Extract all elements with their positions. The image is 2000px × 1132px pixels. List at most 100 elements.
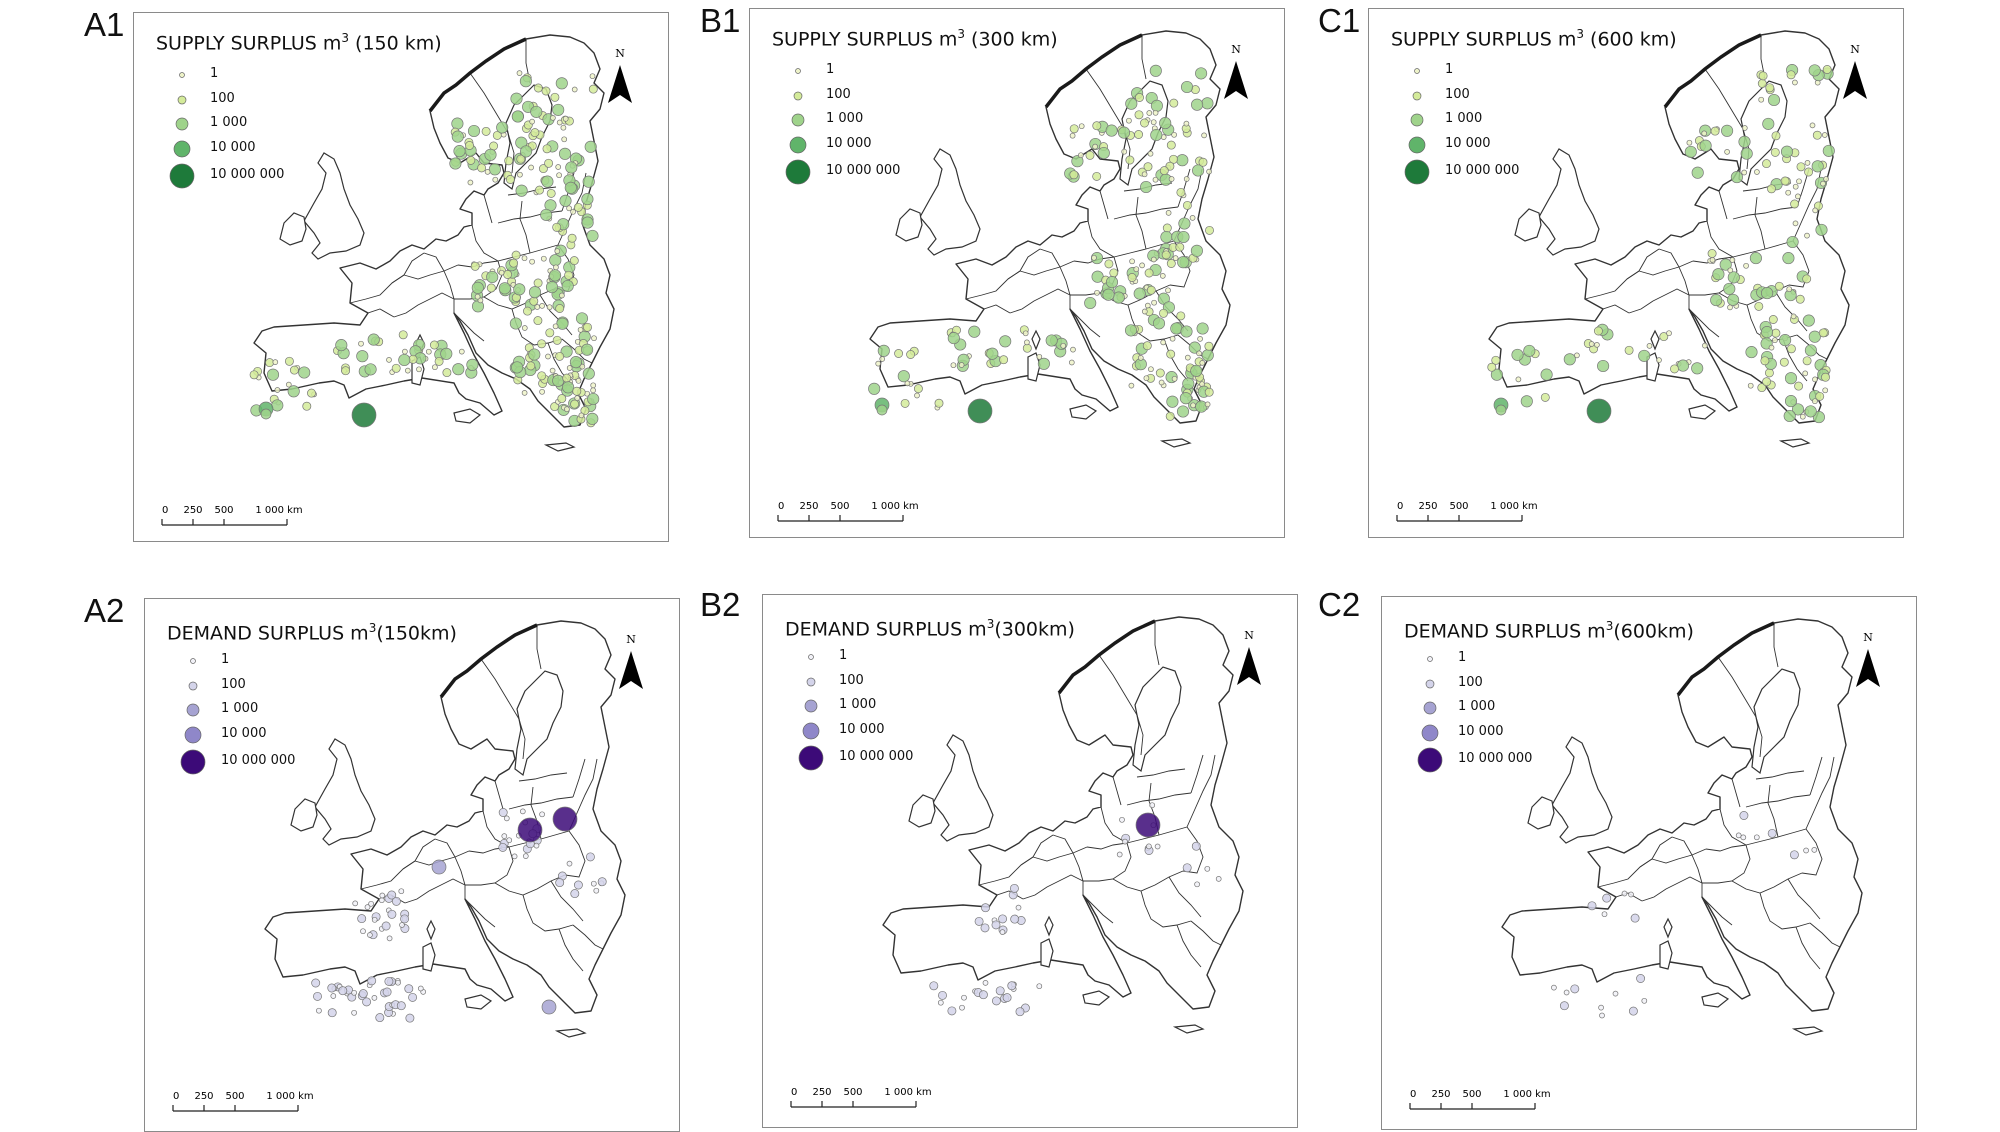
supply-bubble	[1196, 322, 1209, 335]
supply-bubble	[1691, 362, 1704, 375]
supply-bubble	[560, 124, 567, 131]
supply-bubble	[1702, 342, 1708, 349]
supply-bubble	[1686, 139, 1693, 146]
supply-bubble	[950, 362, 957, 369]
supply-bubble	[540, 255, 547, 262]
supply-bubble	[1169, 335, 1176, 342]
supply-bubble	[1159, 166, 1169, 176]
north-label: N	[1231, 43, 1241, 56]
supply-bubble	[877, 344, 890, 357]
supply-bubble	[1141, 171, 1148, 178]
country-border	[1787, 878, 1821, 920]
supply-bubble	[1135, 93, 1144, 102]
demand-bubble	[566, 860, 573, 867]
supply-bubble	[1204, 387, 1214, 397]
supply-bubble	[1804, 232, 1810, 239]
legend-label-4: 10 000 000	[1458, 751, 1533, 766]
legend-label-0: 1	[1445, 62, 1454, 77]
supply-bubble	[999, 355, 1009, 365]
supply-bubble	[1812, 130, 1822, 140]
country-border	[1113, 206, 1179, 220]
supply-bubble	[1699, 139, 1712, 152]
supply-bubble	[1780, 145, 1794, 158]
demand-bubble	[358, 989, 368, 999]
supply-bubble	[552, 374, 565, 387]
supply-bubble	[1790, 313, 1797, 320]
supply-bubble	[1175, 242, 1185, 252]
legend-swatch-0	[795, 68, 801, 74]
country-border	[1754, 196, 1766, 250]
supply-bubble	[552, 103, 565, 116]
demand-bubble	[1740, 834, 1747, 841]
demand-bubble	[1753, 834, 1760, 841]
legend-label-0: 1	[221, 652, 230, 667]
supply-bubble	[1768, 315, 1778, 324]
country-border	[1719, 808, 1747, 846]
demand-bubble	[498, 842, 508, 852]
legend-swatch-2	[791, 113, 805, 127]
demand-bubble	[330, 993, 337, 999]
supply-bubble	[341, 366, 351, 376]
island-sicily	[1082, 990, 1111, 1006]
supply-bubble-large	[1586, 398, 1612, 424]
norway-coast	[1676, 621, 1775, 697]
legend-label-1: 100	[1445, 87, 1470, 102]
demand-bubble	[352, 900, 359, 907]
supply-bubble	[466, 358, 479, 371]
legend-swatch-4	[1417, 747, 1443, 773]
supply-bubble	[1204, 401, 1211, 408]
supply-bubble	[1786, 70, 1796, 80]
supply-bubble	[1143, 162, 1153, 172]
supply-bubble	[1727, 271, 1740, 284]
demand-bubble	[522, 853, 529, 859]
supply-bubble	[1772, 337, 1778, 344]
supply-bubble	[1741, 169, 1748, 176]
legend-swatch-0	[1427, 656, 1433, 662]
supply-bubble	[550, 92, 560, 102]
supply-bubble	[1770, 147, 1780, 157]
country-border	[1628, 288, 1690, 314]
supply-bubble	[1190, 244, 1203, 257]
scale-bar: 0 250 500 1 000 km	[172, 1091, 314, 1112]
supply-bubble	[582, 175, 595, 188]
supply-bubble	[904, 380, 911, 387]
supply-bubble	[358, 340, 364, 347]
legend-label-2: 1 000	[221, 701, 259, 716]
legend-title: SUPPLY SURPLUS m3 (150 km)	[156, 31, 442, 54]
demand-bubble	[991, 920, 1001, 930]
supply-bubble	[583, 322, 592, 332]
demand-bubble	[379, 892, 386, 899]
supply-bubble	[498, 282, 511, 295]
country-border	[1141, 35, 1147, 80]
supply-bubble	[986, 347, 999, 360]
demand-bubble	[375, 1013, 385, 1023]
supply-bubble	[429, 340, 439, 350]
demand-bubble	[367, 932, 373, 938]
supply-bubble	[559, 194, 572, 207]
supply-bubble	[562, 373, 572, 383]
supply-bubble	[557, 394, 567, 404]
demand-bubble	[1598, 1004, 1604, 1011]
supply-bubble	[266, 368, 280, 381]
supply-bubble	[521, 255, 528, 262]
supply-bubble	[1146, 285, 1156, 295]
supply-bubble	[1822, 387, 1829, 394]
demand-bubble	[417, 985, 424, 992]
country-border	[1755, 770, 1805, 780]
demand-bubble	[399, 922, 405, 928]
panel-label-a2: A2	[84, 592, 125, 629]
country-border	[1759, 892, 1811, 930]
country-border	[404, 878, 466, 904]
supply-bubble	[1165, 411, 1175, 421]
legend-label-0: 1	[839, 648, 848, 663]
supply-bubble	[1171, 375, 1178, 382]
legend-label-2: 1 000	[826, 111, 864, 126]
supply-bubble	[1196, 350, 1202, 357]
north-arrow-shape	[1237, 647, 1261, 685]
supply-bubble	[1168, 176, 1175, 182]
demand-bubble	[368, 900, 374, 907]
supply-bubble	[1771, 131, 1781, 141]
supply-bubble	[546, 304, 553, 311]
supply-bubble	[1823, 176, 1829, 182]
supply-bubble	[1802, 370, 1809, 377]
